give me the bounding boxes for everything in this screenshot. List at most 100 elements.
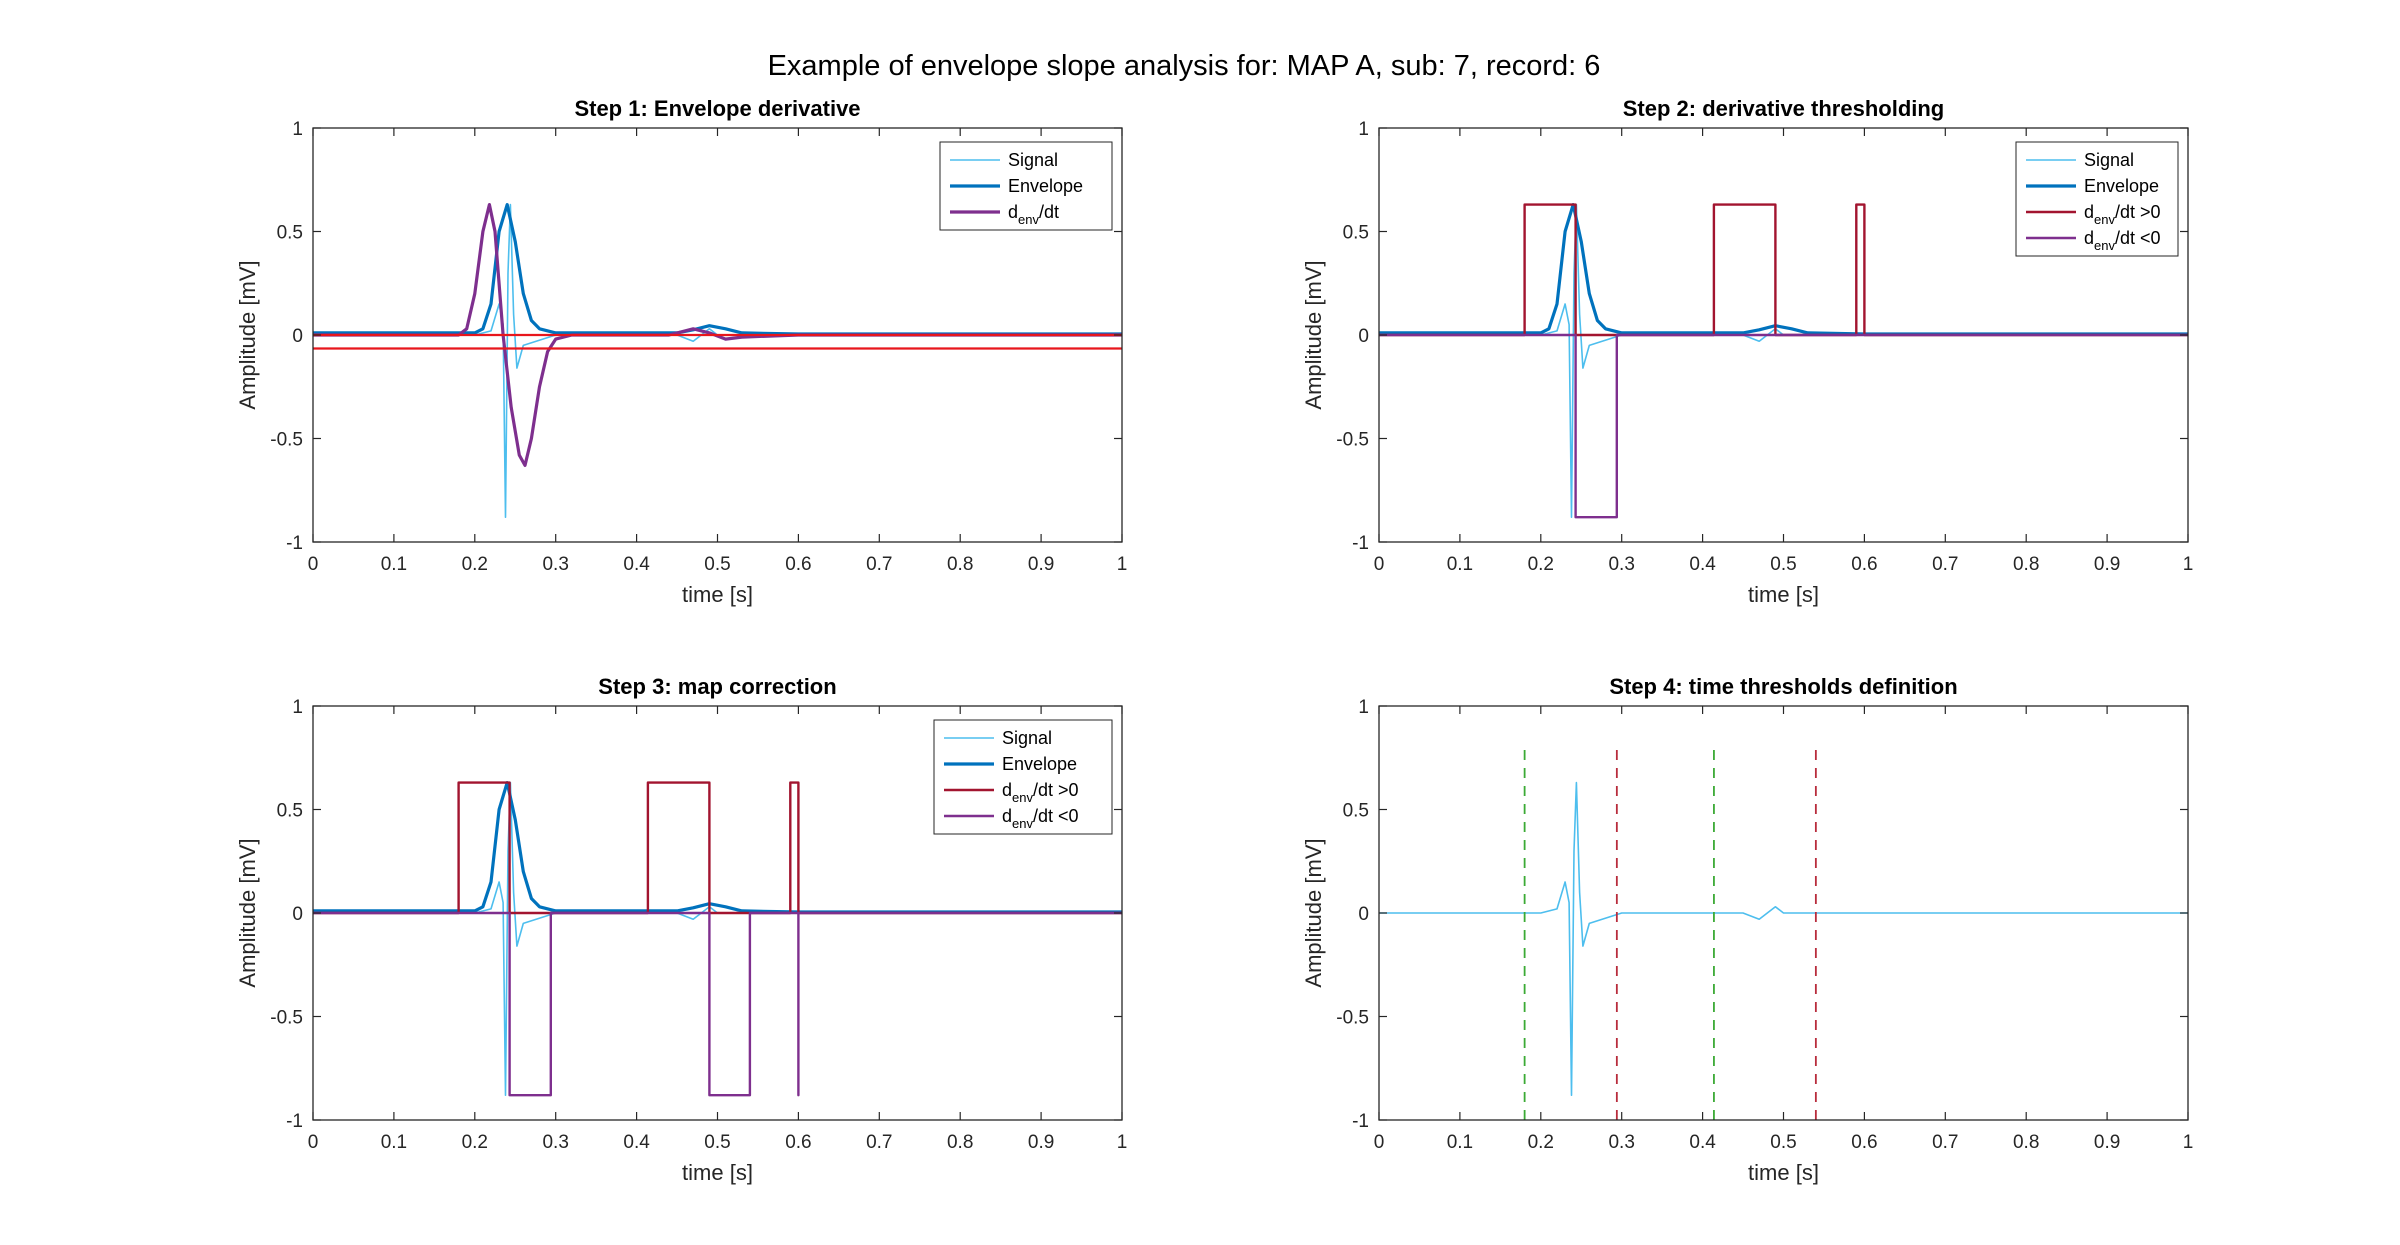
- x-tick-label: 0.7: [866, 1132, 892, 1153]
- x-axis-label: time [s]: [1748, 582, 1819, 607]
- subplot-2: 0 0.1 0.2 0.3 0.4 0.5 0.6 0.7 0.8 0.9 1 -1 -0.5 0 0.5 1…: [1301, 96, 2193, 607]
- x-tick-label: 0.4: [1689, 554, 1716, 575]
- x-tick-label: 0.6: [1851, 1132, 1877, 1153]
- x-tick-label: 1: [1117, 554, 1128, 575]
- x-tick-label: 0: [1374, 554, 1385, 575]
- x-tick-label: 0.1: [1447, 1132, 1473, 1153]
- legend-entry-label: denv/dt: [1008, 202, 1059, 227]
- x-tick-label: 0.2: [1528, 1132, 1554, 1153]
- subplot-title: Step 2: derivative thresholding: [1623, 96, 1945, 121]
- x-tick-label: 0.7: [866, 554, 892, 575]
- legend-entry-label: Envelope: [1002, 754, 1077, 774]
- legend-entry-label: denv/dt <0: [2084, 228, 2161, 253]
- y-axis-label: Amplitude [mV]: [1301, 260, 1326, 409]
- y-axis-label: Amplitude [mV]: [1301, 838, 1326, 987]
- x-tick-label: 1: [1117, 1132, 1128, 1153]
- y-tick-label: -0.5: [1336, 1008, 1369, 1029]
- x-tick-label: 0.2: [462, 1132, 488, 1153]
- y-tick-label: 1: [292, 119, 303, 140]
- x-tick-label: 0.8: [947, 1132, 973, 1153]
- x-tick-label: 0: [308, 554, 319, 575]
- x-tick-label: 0.8: [947, 554, 973, 575]
- x-tick-label: 1: [2183, 554, 2194, 575]
- y-tick-label: 0: [292, 326, 303, 347]
- y-tick-label: -0.5: [270, 430, 303, 451]
- y-tick-label: 0.5: [1343, 801, 1369, 822]
- subplot-title: Step 3: map correction: [598, 674, 836, 699]
- legend-entry-label: denv/dt >0: [1002, 780, 1079, 805]
- series-pos-gate-line: [1379, 203, 2188, 337]
- series-group: [313, 780, 1122, 1097]
- y-tick-label: -1: [286, 1111, 303, 1132]
- subplot-title: Step 1: Envelope derivative: [574, 96, 860, 121]
- x-tick-label: 0.1: [381, 1132, 407, 1153]
- legend-entry-label: Signal: [1008, 150, 1058, 170]
- x-tick-label: 0.6: [785, 554, 811, 575]
- subplot-1: 0 0.1 0.2 0.3 0.4 0.5 0.6 0.7 0.8 0.9 1 -1 -0.5 0 0.5 1…: [235, 96, 1127, 607]
- x-tick-label: 0.5: [704, 554, 730, 575]
- y-tick-label: 0.5: [277, 223, 303, 244]
- legend: Signal Envelope denv/dt: [939, 141, 1113, 231]
- y-tick-label: -1: [1352, 533, 1369, 554]
- figure-title: Example of envelope slope analysis for: …: [768, 50, 1601, 82]
- x-tick-label: 0.5: [704, 1132, 730, 1153]
- x-tick-label: 0.4: [623, 554, 650, 575]
- x-tick-label: 0: [1374, 1132, 1385, 1153]
- series-envelope-line: [313, 203, 1122, 336]
- y-tick-label: 1: [1358, 119, 1369, 140]
- legend-entry-label: Envelope: [2084, 176, 2159, 196]
- x-tick-label: 0.2: [1528, 554, 1554, 575]
- y-tick-label: -1: [1352, 1111, 1369, 1132]
- y-tick-label: 0.5: [277, 801, 303, 822]
- series-neg-gate-line: [313, 911, 1122, 1097]
- x-axis-label: time [s]: [682, 1160, 753, 1185]
- x-tick-label: 0.5: [1770, 1132, 1796, 1153]
- subplot-3: 0 0.1 0.2 0.3 0.4 0.5 0.6 0.7 0.8 0.9 1 -1 -0.5 0 0.5 1…: [235, 674, 1127, 1185]
- x-tick-label: 0.5: [1770, 554, 1796, 575]
- series-pos-gate-line: [313, 781, 1122, 915]
- y-tick-label: 0.5: [1343, 223, 1369, 244]
- x-axis-label: time [s]: [1748, 1160, 1819, 1185]
- x-tick-label: 0.9: [2094, 1132, 2120, 1153]
- series-envelope-line: [1379, 203, 2188, 336]
- series-group: [1379, 203, 2188, 519]
- x-tick-label: 0.3: [1608, 1132, 1634, 1153]
- x-tick-label: 0: [308, 1132, 319, 1153]
- series-group: [1379, 747, 2188, 1120]
- x-tick-label: 0.3: [1608, 554, 1634, 575]
- y-tick-label: -1: [286, 533, 303, 554]
- legend-entry-label: Signal: [1002, 728, 1052, 748]
- series-envelope-line: [313, 780, 1122, 914]
- x-tick-label: 0.9: [1028, 1132, 1054, 1153]
- x-tick-label: 0.7: [1932, 1132, 1958, 1153]
- series-group: [313, 203, 1122, 519]
- x-tick-label: 0.6: [785, 1132, 811, 1153]
- x-tick-label: 0.4: [623, 1132, 650, 1153]
- x-tick-label: 0.2: [462, 554, 488, 575]
- y-tick-label: 0: [1358, 326, 1369, 347]
- x-tick-label: 0.3: [542, 1132, 568, 1153]
- legend-entry-label: denv/dt >0: [2084, 202, 2161, 227]
- legend-entry-label: Envelope: [1008, 176, 1083, 196]
- y-tick-label: 1: [1358, 697, 1369, 718]
- subplot-title: Step 4: time thresholds definition: [1609, 674, 1957, 699]
- x-tick-label: 0.6: [1851, 554, 1877, 575]
- x-tick-label: 0.9: [1028, 554, 1054, 575]
- x-tick-label: 0.8: [2013, 1132, 2039, 1153]
- x-tick-label: 0.8: [2013, 554, 2039, 575]
- series-neg-gate-line: [1379, 333, 2188, 519]
- y-tick-label: -0.5: [1336, 430, 1369, 451]
- y-tick-label: 0: [1358, 904, 1369, 925]
- x-tick-label: 0.4: [1689, 1132, 1716, 1153]
- x-tick-label: 0.1: [381, 554, 407, 575]
- x-tick-label: 0.7: [1932, 554, 1958, 575]
- legend-entry-label: Signal: [2084, 150, 2134, 170]
- x-tick-label: 0.3: [542, 554, 568, 575]
- x-tick-label: 0.1: [1447, 554, 1473, 575]
- series-signal-line: [1379, 781, 2188, 1096]
- x-tick-label: 1: [2183, 1132, 2194, 1153]
- y-tick-label: 1: [292, 697, 303, 718]
- y-tick-label: -0.5: [270, 1008, 303, 1029]
